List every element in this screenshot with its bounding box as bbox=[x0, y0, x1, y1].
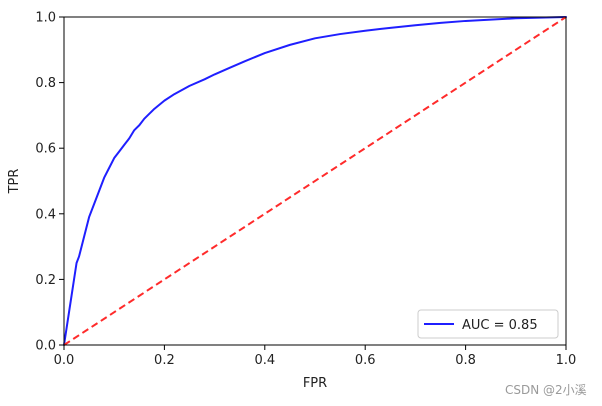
legend-label: AUC = 0.85 bbox=[462, 318, 538, 333]
y-tick-label: 0.6 bbox=[35, 142, 56, 157]
series-chance-line bbox=[63, 16, 567, 346]
plot-layer bbox=[63, 16, 567, 346]
series-roc-curve bbox=[63, 16, 567, 346]
legend: AUC = 0.85 bbox=[417, 309, 559, 339]
y-tick-label: 0.0 bbox=[35, 339, 56, 354]
y-axis-label: TPR bbox=[7, 169, 22, 195]
y-tick-label: 0.8 bbox=[35, 76, 56, 91]
x-tick-label: 0.0 bbox=[54, 353, 75, 368]
plot-frame bbox=[63, 16, 567, 346]
y-tick-label: 1.0 bbox=[35, 11, 56, 26]
x-tick-label: 0.2 bbox=[154, 353, 175, 368]
x-axis-label: FPR bbox=[303, 376, 327, 391]
legend-box bbox=[417, 309, 559, 339]
y-tick-label: 0.2 bbox=[35, 273, 56, 288]
x-tick-label: 0.6 bbox=[355, 353, 376, 368]
watermark-text: CSDN @2小溪 bbox=[505, 383, 587, 397]
x-tick-label: 0.8 bbox=[455, 353, 476, 368]
axes-layer: 0.0 0.2 0.4 0.6 0.8 1.0 0.0 0.2 0.4 0.6 0.8 1.0 bbox=[35, 11, 576, 369]
y-tick-label: 0.4 bbox=[35, 207, 56, 222]
x-tick-label: 1.0 bbox=[556, 353, 577, 368]
x-tick-label: 0.4 bbox=[254, 353, 275, 368]
